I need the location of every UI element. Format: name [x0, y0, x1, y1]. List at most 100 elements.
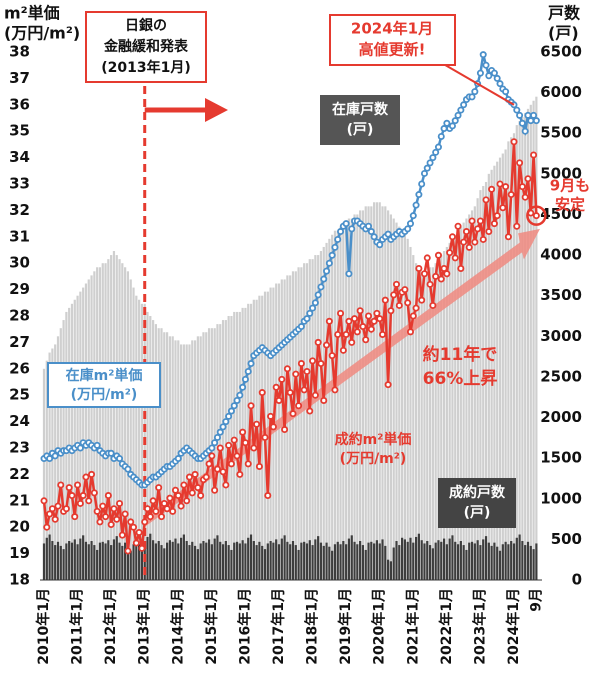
marker [359, 323, 367, 331]
bar [154, 543, 158, 580]
bar [110, 255, 113, 581]
x-tick-label: 2020年1月 [371, 588, 388, 665]
bar [188, 545, 191, 580]
marker [309, 357, 317, 365]
bar [496, 161, 499, 580]
marker [454, 111, 462, 119]
series-label: 在庫m²単価 [66, 367, 143, 384]
bar [269, 541, 272, 580]
bar [361, 545, 365, 580]
marker [510, 138, 518, 146]
bar [168, 336, 171, 580]
bar [512, 543, 516, 580]
marker [493, 74, 501, 82]
marker [138, 544, 146, 552]
bar [353, 214, 356, 580]
series-unit: (戸) [464, 505, 491, 521]
stable-text: 9月も [550, 177, 590, 195]
bar [373, 543, 376, 580]
bar [70, 542, 74, 580]
bar [93, 271, 96, 580]
bar [378, 202, 381, 580]
marker [227, 460, 235, 468]
bar [342, 222, 345, 581]
marker [345, 317, 353, 325]
bar [468, 214, 471, 580]
bar [238, 311, 241, 580]
marker [479, 51, 487, 59]
bar [535, 96, 538, 580]
highlight [526, 205, 547, 226]
bar [300, 542, 303, 580]
marker [462, 228, 470, 236]
y-tick-label: 33 [9, 175, 30, 193]
bar [177, 543, 180, 580]
bar [163, 332, 166, 580]
marker [233, 396, 241, 404]
y-tick-label: 27 [9, 333, 30, 351]
marker [267, 412, 275, 420]
bar [325, 542, 328, 580]
y2-tick-label: 2000 [540, 408, 582, 426]
marker [227, 407, 235, 415]
y2-tick-label: 5000 [540, 164, 582, 182]
bar [56, 336, 60, 580]
marker [328, 352, 336, 360]
marker [451, 117, 459, 125]
marker [339, 346, 347, 354]
bar [305, 543, 309, 580]
bar [124, 542, 127, 580]
y-tick-label: 34 [9, 148, 30, 166]
bar [317, 255, 320, 581]
marker [457, 264, 465, 272]
bar [160, 545, 163, 580]
marker [325, 259, 333, 267]
bar [456, 544, 460, 580]
bar [532, 100, 535, 580]
bar [484, 181, 488, 580]
bar [403, 539, 406, 580]
bar [412, 255, 415, 581]
marker [107, 449, 115, 457]
marker [163, 505, 171, 513]
marker [423, 164, 431, 172]
bar [398, 226, 401, 580]
marker [351, 315, 359, 323]
bar [247, 537, 250, 580]
bar [146, 311, 149, 580]
marker [440, 125, 448, 133]
bar [333, 544, 337, 580]
bar [62, 549, 65, 580]
bar [342, 541, 345, 580]
marker [230, 436, 238, 444]
marker [485, 228, 493, 236]
marker [532, 117, 540, 125]
marker [121, 510, 129, 518]
bar [515, 537, 518, 580]
marker [174, 492, 182, 500]
marker [406, 220, 414, 228]
y2-tick-label: 4500 [540, 205, 582, 223]
bar [107, 540, 110, 580]
marker [443, 270, 451, 278]
marker [297, 360, 305, 368]
bar [448, 242, 451, 580]
bar [216, 324, 219, 580]
bar [185, 541, 188, 580]
boj-text: (2013年1月) [101, 59, 191, 76]
bar [465, 549, 468, 580]
marker [365, 312, 373, 320]
bar [345, 544, 348, 580]
bar [45, 537, 48, 580]
bar [132, 287, 135, 580]
marker [482, 196, 490, 204]
bar [392, 218, 395, 580]
bar [479, 190, 482, 581]
marker [524, 111, 532, 119]
bar [311, 545, 314, 580]
marker [420, 270, 428, 278]
marker [387, 307, 395, 315]
bar [291, 271, 295, 580]
bar [199, 543, 202, 580]
